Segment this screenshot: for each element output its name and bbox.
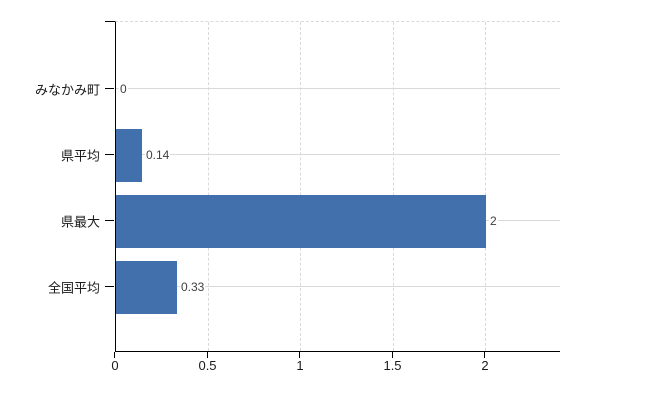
plot-inner: 0 0.14 2 0.33 xyxy=(116,22,560,351)
x-axis-tick xyxy=(206,352,208,358)
y-axis-tick xyxy=(105,154,114,155)
category-label: 県平均 xyxy=(60,148,100,164)
vertical-gridline xyxy=(207,22,209,351)
x-axis-tick-label: 1 xyxy=(296,358,304,373)
y-axis-tick xyxy=(105,286,114,287)
y-axis-tick xyxy=(105,220,114,221)
vertical-gridline xyxy=(300,22,301,351)
x-axis-tick-label: 0.5 xyxy=(198,358,217,373)
category-label: 県最大 xyxy=(60,214,100,230)
category-label: みなかみ町 xyxy=(34,82,100,98)
value-label: 0.14 xyxy=(145,148,171,162)
category-gridline xyxy=(116,88,560,89)
x-axis-tick-label: 2 xyxy=(481,358,489,373)
value-label: 0 xyxy=(119,82,128,96)
x-axis-tick xyxy=(114,352,115,358)
vertical-gridline xyxy=(392,22,394,351)
bar xyxy=(116,260,177,314)
value-label: 2 xyxy=(489,214,498,228)
y-axis-top-tick xyxy=(105,21,115,22)
bar xyxy=(116,194,486,248)
category-gridline xyxy=(116,286,560,287)
value-label: 0.33 xyxy=(180,280,206,294)
x-axis-tick xyxy=(484,352,485,358)
category-gridline xyxy=(116,154,560,155)
plot-area: 0 0.14 2 0.33 xyxy=(115,21,560,352)
x-axis-tick-label: 0 xyxy=(111,358,119,373)
vertical-gridline xyxy=(485,22,486,351)
y-axis-tick xyxy=(105,88,114,89)
x-axis-tick xyxy=(299,352,300,358)
x-axis-tick xyxy=(391,352,393,358)
x-axis-tick-label: 1.5 xyxy=(383,358,402,373)
category-label: 全国平均 xyxy=(47,280,100,296)
bar xyxy=(116,128,142,182)
